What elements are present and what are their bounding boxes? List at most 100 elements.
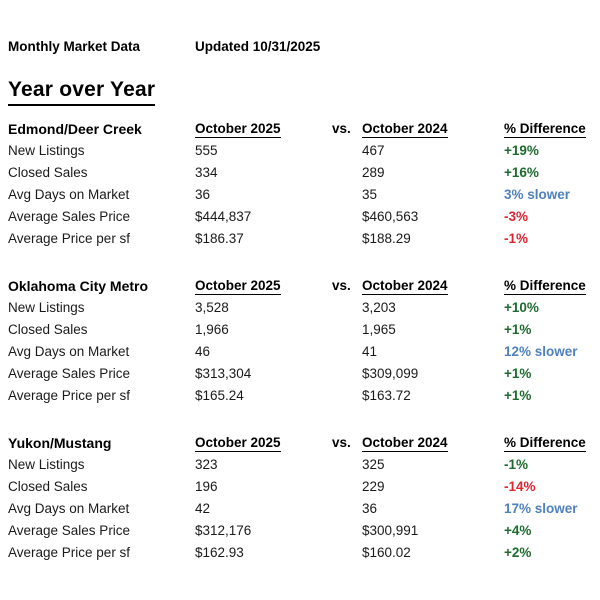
- metric-label: Average Sales Price: [8, 209, 131, 224]
- previous-value: $300,991: [362, 523, 419, 538]
- difference-value: +1%: [504, 388, 532, 403]
- column-header-difference: % Difference: [504, 435, 586, 452]
- current-value: $165.24: [195, 388, 244, 403]
- previous-value: 35: [362, 187, 378, 202]
- metric-label: Average Price per sf: [8, 388, 131, 403]
- metric-label: Avg Days on Market: [8, 187, 130, 202]
- table-row: Average Price per sf $165.24 $163.72 +1%: [8, 385, 600, 407]
- previous-value: 467: [362, 143, 385, 158]
- spacer-cell: [332, 140, 362, 162]
- vs-label: vs.: [332, 121, 351, 136]
- metric-label: Average Price per sf: [8, 231, 131, 246]
- current-value: 555: [195, 143, 218, 158]
- metric-label: New Listings: [8, 143, 85, 158]
- spacer-cell: [332, 184, 362, 206]
- section-header-row: Oklahoma City Metro October 2025 vs. Octobe…: [8, 275, 600, 297]
- difference-value: +10%: [504, 300, 539, 315]
- section-header-row: Yukon/Mustang October 2025 vs. October 2024…: [8, 432, 600, 454]
- table-row: Avg Days on Market 36 35 3% slower: [8, 184, 600, 206]
- current-value: $444,837: [195, 209, 252, 224]
- region-section: Yukon/Mustang October 2025 vs. October 2024…: [8, 432, 600, 564]
- previous-value: $188.29: [362, 231, 411, 246]
- metric-label: Closed Sales: [8, 322, 88, 337]
- spacer-cell: [332, 385, 362, 407]
- table-row: Average Sales Price $313,304 $309,099 +1%: [8, 363, 600, 385]
- column-header-difference: % Difference: [504, 278, 586, 295]
- current-value: 3,528: [195, 300, 229, 315]
- current-value: 42: [195, 501, 211, 516]
- table-row: New Listings 555 467 +19%: [8, 140, 600, 162]
- column-header-previous: October 2024: [362, 278, 448, 295]
- metric-label: Average Sales Price: [8, 366, 131, 381]
- current-value: $312,176: [195, 523, 252, 538]
- previous-value: 1,965: [362, 322, 396, 337]
- difference-value: -3%: [504, 209, 529, 224]
- spacer-cell: [332, 520, 362, 542]
- spacer-cell: [332, 341, 362, 363]
- page-heading: Year over Year: [8, 78, 600, 106]
- difference-value: +1%: [504, 366, 532, 381]
- metric-label: Closed Sales: [8, 479, 88, 494]
- difference-value: -14%: [504, 479, 536, 494]
- difference-value: -1%: [504, 457, 529, 472]
- previous-value: 41: [362, 344, 378, 359]
- spacer-cell: [332, 476, 362, 498]
- current-value: $313,304: [195, 366, 252, 381]
- previous-value: 289: [362, 165, 385, 180]
- spacer-cell: [332, 498, 362, 520]
- difference-value: 12% slower: [504, 344, 578, 359]
- updated-date: Updated 10/31/2025: [195, 39, 321, 54]
- region-name: Yukon/Mustang: [8, 435, 112, 451]
- current-value: 1,966: [195, 322, 229, 337]
- previous-value: 229: [362, 479, 385, 494]
- table-row: Average Sales Price $312,176 $300,991 +4%: [8, 520, 600, 542]
- difference-value: +4%: [504, 523, 532, 538]
- table-row: New Listings 323 325 -1%: [8, 454, 600, 476]
- metric-label: Average Sales Price: [8, 523, 131, 538]
- table-row: Closed Sales 334 289 +16%: [8, 162, 600, 184]
- previous-value: 3,203: [362, 300, 396, 315]
- current-value: 46: [195, 344, 211, 359]
- metric-label: Avg Days on Market: [8, 501, 130, 516]
- table-row: Avg Days on Market 46 41 12% slower: [8, 341, 600, 363]
- previous-value: $460,563: [362, 209, 419, 224]
- vs-label: vs.: [332, 278, 351, 293]
- previous-value: $309,099: [362, 366, 419, 381]
- region-section: Edmond/Deer Creek October 2025 vs. October …: [8, 118, 600, 250]
- document-header-row: Monthly Market Data Updated 10/31/2025: [8, 36, 600, 58]
- table-row: Avg Days on Market 42 36 17% slower: [8, 498, 600, 520]
- current-value: 323: [195, 457, 218, 472]
- spacer-cell: [332, 228, 362, 250]
- column-header-previous: October 2024: [362, 435, 448, 452]
- region-section: Oklahoma City Metro October 2025 vs. Octobe…: [8, 275, 600, 407]
- region-name: Oklahoma City Metro: [8, 278, 149, 294]
- metric-label: Closed Sales: [8, 165, 88, 180]
- column-header-current: October 2025: [195, 435, 281, 452]
- spacer-cell: [332, 319, 362, 341]
- metric-label: New Listings: [8, 457, 85, 472]
- previous-value: $160.02: [362, 545, 411, 560]
- spacer-cell: [332, 542, 362, 564]
- current-value: $162.93: [195, 545, 244, 560]
- previous-value: 325: [362, 457, 385, 472]
- column-header-previous: October 2024: [362, 121, 448, 138]
- difference-value: +16%: [504, 165, 539, 180]
- difference-value: 17% slower: [504, 501, 578, 516]
- current-value: $186.37: [195, 231, 244, 246]
- spacer-cell: [332, 454, 362, 476]
- column-header-difference: % Difference: [504, 121, 586, 138]
- region-sections: Edmond/Deer Creek October 2025 vs. October …: [8, 118, 600, 564]
- table-row: New Listings 3,528 3,203 +10%: [8, 297, 600, 319]
- previous-value: $163.72: [362, 388, 411, 403]
- difference-value: +1%: [504, 322, 532, 337]
- table-row: Average Sales Price $444,837 $460,563 -3%: [8, 206, 600, 228]
- table-row: Closed Sales 196 229 -14%: [8, 476, 600, 498]
- spacer-cell: [332, 162, 362, 184]
- difference-value: -1%: [504, 231, 529, 246]
- previous-value: 36: [362, 501, 378, 516]
- difference-value: 3% slower: [504, 187, 571, 202]
- current-value: 36: [195, 187, 211, 202]
- spacer-cell: [332, 297, 362, 319]
- vs-label: vs.: [332, 435, 351, 450]
